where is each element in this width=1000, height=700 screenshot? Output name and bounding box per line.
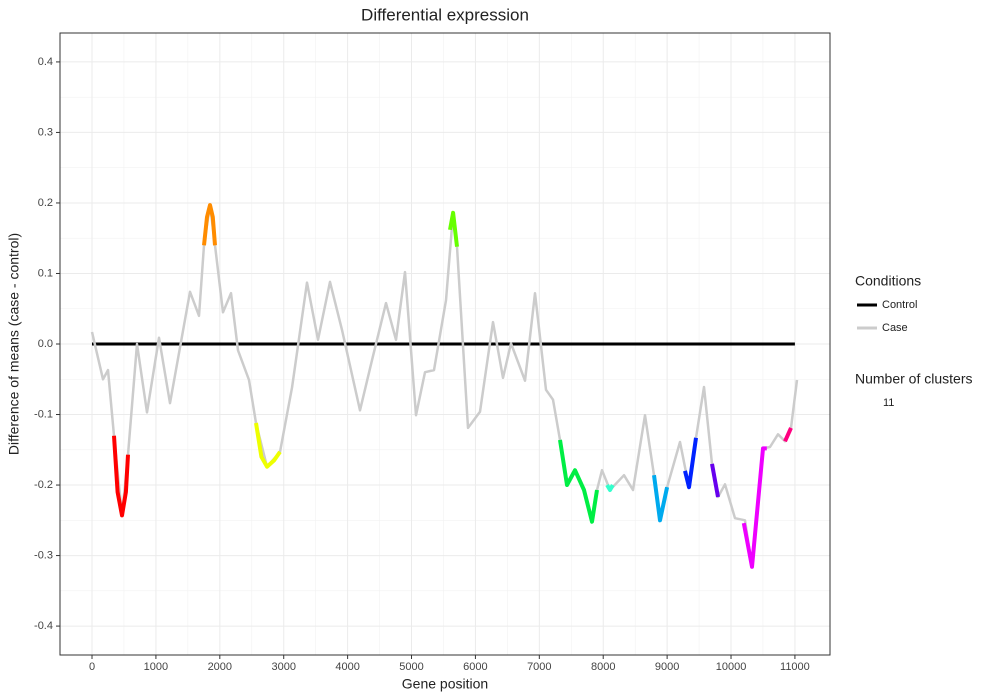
cluster-line [558,439,599,524]
cluster-line [783,427,793,443]
x-tick-label: 9000 [655,661,679,673]
y-tick-label: -0.2 [34,479,53,491]
cluster-line [448,210,459,247]
cluster-line [202,203,217,246]
y-tick-label: 0.0 [38,338,53,350]
plot-border [59,32,831,656]
x-tick-label: 2000 [208,661,232,673]
legend-title: Conditions [855,273,921,289]
x-tick-label: 8000 [591,661,615,673]
cluster-line [741,446,767,569]
x-tick-label: 10000 [716,661,747,673]
y-tick-label: -0.1 [34,408,53,420]
cluster-line [710,463,720,498]
cluster-line [683,437,698,490]
x-tick-label: 11000 [780,661,810,673]
y-tick-label: 0.2 [38,197,53,209]
cluster-line [652,474,670,523]
x-tick-label: 5000 [399,661,423,673]
legend-label: Control [882,299,917,311]
cluster-line [254,422,282,469]
y-tick-label: -0.4 [34,620,53,632]
x-tick-label: 4000 [335,661,359,673]
y-tick-label: 0.4 [38,56,53,68]
x-tick-label: 7000 [527,661,551,673]
cluster-line [112,435,130,518]
clusters-count: 11 [883,397,894,409]
clusters-title: Number of clusters [855,371,972,387]
x-tick-label: 6000 [463,661,487,673]
chart-title: Differential expression [361,5,529,24]
y-tick-label: 0.3 [38,126,53,138]
x-tick-label: 1000 [144,661,168,673]
x-tick-label: 3000 [271,661,295,673]
legend-label: Case [882,322,908,334]
y-axis-label: Difference of means (case - control) [6,233,22,455]
x-tick-label: 0 [89,661,95,673]
cluster-line [605,483,615,492]
y-tick-label: 0.1 [38,267,53,279]
x-axis-label: Gene position [402,676,488,692]
y-tick-label: -0.3 [34,549,53,561]
